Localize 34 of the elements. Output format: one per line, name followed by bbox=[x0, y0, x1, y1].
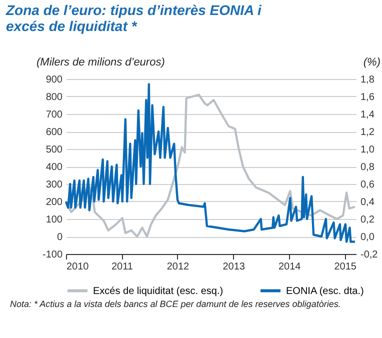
x-tick-label: 2013 bbox=[222, 262, 246, 272]
x-tick-label: 2014 bbox=[278, 262, 302, 272]
y-tick-label: 200 bbox=[46, 197, 63, 208]
y-tick-label: 600 bbox=[46, 127, 63, 138]
y-tick-label: 800 bbox=[46, 92, 63, 103]
y-axis-title: (Milers de milions d’euros) bbox=[36, 56, 166, 68]
y2-tick-label: 1,6 bbox=[360, 92, 375, 103]
y-tick-label: 400 bbox=[46, 162, 63, 173]
y-tick-label: 0 bbox=[56, 232, 63, 243]
y2-tick-label: 1,8 bbox=[360, 74, 375, 86]
y2-tick-label: 0,2 bbox=[360, 214, 375, 226]
y2-tick-label: 0,6 bbox=[360, 180, 375, 190]
y-tick-label: 100 bbox=[46, 214, 63, 226]
y-tick-label: 700 bbox=[46, 110, 63, 120]
y2-tick-label: -0,2 bbox=[360, 250, 378, 260]
y2-tick-label: 1,0 bbox=[360, 144, 375, 156]
y2-tick-label: 1,2 bbox=[360, 127, 375, 138]
x-tick-label: 2011 bbox=[111, 262, 134, 272]
y-tick-label: 900 bbox=[46, 74, 63, 86]
y2-axis-title: (%) bbox=[363, 56, 381, 68]
x-tick-label: 2015 bbox=[334, 262, 357, 272]
y-tick-label: 500 bbox=[46, 144, 63, 156]
legend-label: Excés de liquiditat (esc. esq.) bbox=[93, 286, 224, 297]
y2-tick-label: 0,0 bbox=[360, 232, 375, 243]
text: Nota: * Actius a la vista dels bancs al BCE per damunt de les reserves obligatòries. bbox=[10, 299, 342, 309]
x-tick-label: 2010 bbox=[66, 262, 90, 272]
y-tick-label: -100 bbox=[42, 250, 63, 260]
y2-tick-label: 1,4 bbox=[360, 110, 375, 120]
y2-tick-label: 0,4 bbox=[360, 197, 375, 208]
y-tick-label: 300 bbox=[46, 180, 63, 190]
y2-tick-label: 0,8 bbox=[360, 162, 375, 173]
x-tick-label: 2012 bbox=[166, 262, 190, 272]
chart-title: Zona de l’euro: tipus d’interès EONIA i excés de liquiditat * bbox=[5, 2, 263, 34]
legend-label: EONIA (esc. dta.) bbox=[286, 286, 364, 297]
